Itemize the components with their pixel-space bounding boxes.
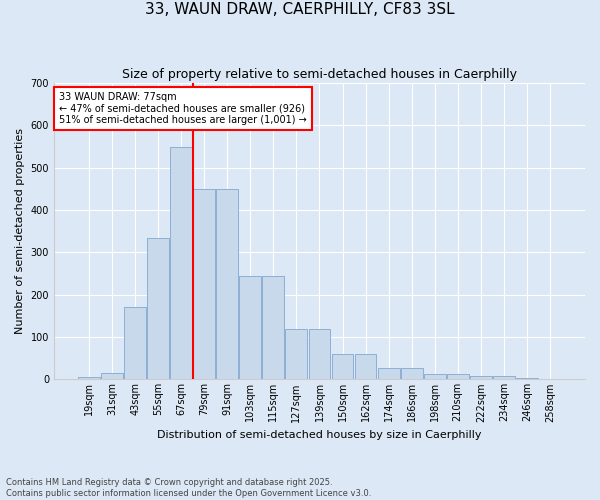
Bar: [170, 146, 192, 380]
Bar: [355, 354, 376, 380]
Title: Size of property relative to semi-detached houses in Caerphilly: Size of property relative to semi-detach…: [122, 68, 517, 80]
Bar: [516, 378, 538, 380]
Bar: [470, 376, 492, 380]
Bar: [78, 378, 100, 380]
Bar: [101, 373, 123, 380]
Bar: [217, 189, 238, 380]
X-axis label: Distribution of semi-detached houses by size in Caerphilly: Distribution of semi-detached houses by …: [157, 430, 482, 440]
Bar: [332, 354, 353, 380]
Bar: [447, 374, 469, 380]
Text: 33, WAUN DRAW, CAERPHILLY, CF83 3SL: 33, WAUN DRAW, CAERPHILLY, CF83 3SL: [145, 2, 455, 18]
Bar: [147, 238, 169, 380]
Y-axis label: Number of semi-detached properties: Number of semi-detached properties: [15, 128, 25, 334]
Bar: [401, 368, 422, 380]
Text: Contains HM Land Registry data © Crown copyright and database right 2025.
Contai: Contains HM Land Registry data © Crown c…: [6, 478, 371, 498]
Bar: [193, 189, 215, 380]
Bar: [493, 376, 515, 380]
Bar: [124, 308, 146, 380]
Bar: [286, 328, 307, 380]
Bar: [377, 368, 400, 380]
Bar: [262, 276, 284, 380]
Bar: [308, 328, 331, 380]
Bar: [239, 276, 261, 380]
Text: 33 WAUN DRAW: 77sqm
← 47% of semi-detached houses are smaller (926)
51% of semi-: 33 WAUN DRAW: 77sqm ← 47% of semi-detach…: [59, 92, 307, 125]
Bar: [424, 374, 446, 380]
